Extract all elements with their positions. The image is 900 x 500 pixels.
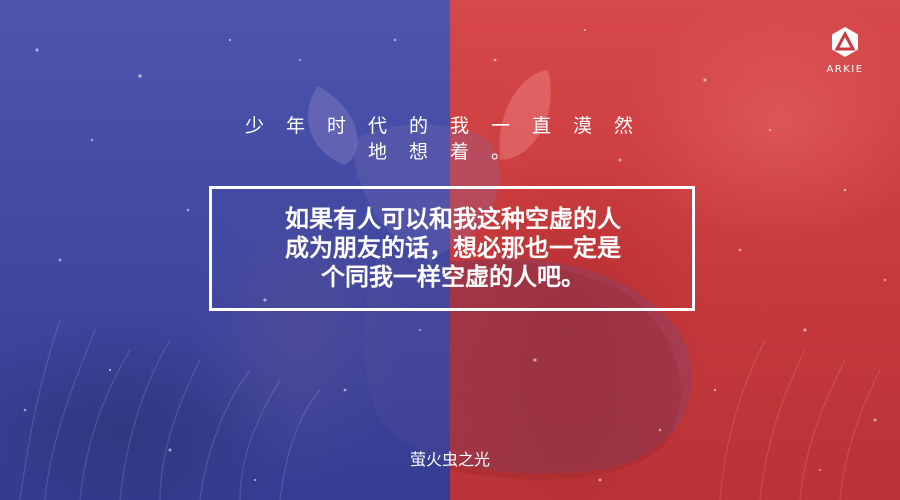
quote-line-3: 个同我一样空虚的人吧。 (321, 263, 585, 291)
verse: 少年时代的我一直漠然 地想着。 (200, 113, 700, 165)
triangle-logo-icon (832, 27, 858, 57)
signature: 萤火虫之光 (409, 450, 490, 469)
verse-line-1: 少年时代的我一直漠然 (244, 115, 655, 137)
logo-text: ARKIE (826, 64, 864, 75)
quote: 如果有人可以和我这种空虚的人 成为朋友的话，想必那也一定是 个同我一样空虚的人吧… (238, 205, 668, 292)
arkie-logo[interactable]: ARKIE (820, 26, 870, 75)
quote-line-1: 如果有人可以和我这种空虚的人 (285, 205, 621, 233)
quote-frame (209, 186, 695, 311)
quote-line-2: 成为朋友的话，想必那也一定是 (285, 234, 621, 262)
blue-panel (0, 0, 450, 500)
verse-line-2: 地想着。 (367, 141, 532, 163)
red-panel (450, 0, 900, 500)
